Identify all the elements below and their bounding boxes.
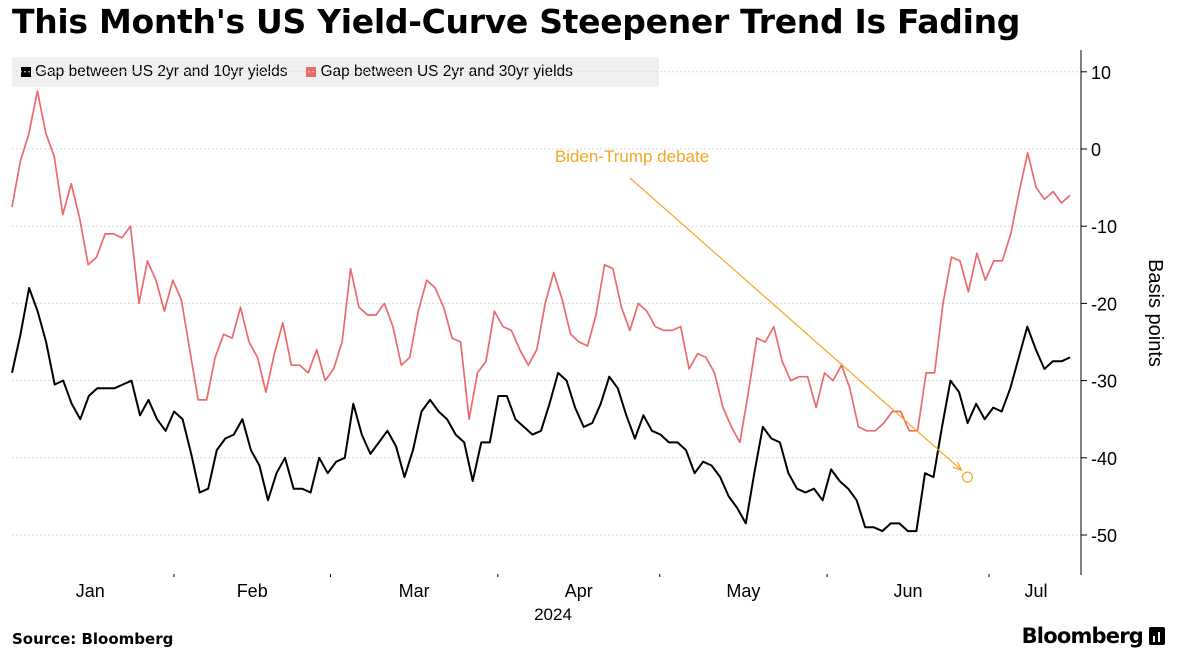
bloomberg-logo: Bloomberg xyxy=(1022,624,1165,648)
annotation-arrowhead xyxy=(952,461,963,472)
annotation-arrow-line xyxy=(629,177,962,471)
x-tick-label: Jul xyxy=(1024,581,1047,601)
x-tick-label: Feb xyxy=(237,581,268,601)
x-tick-label: Apr xyxy=(565,581,593,601)
legend-swatch-2yr-30yr xyxy=(306,67,317,77)
bloomberg-logo-text: Bloomberg xyxy=(1021,624,1144,648)
y-tick-label: -10 xyxy=(1091,217,1117,237)
legend-label-2yr-30yr: Gap between US 2yr and 30yr yields xyxy=(320,63,573,80)
grid-lines xyxy=(12,71,1081,536)
x-tick-label: Mar xyxy=(399,581,430,601)
x-tick-label: Jan xyxy=(76,581,105,601)
bloomberg-terminal-icon xyxy=(1149,627,1165,645)
y-axis-label: Basis points xyxy=(1144,259,1166,367)
axes: 10 0 -10 -20 -30 -40 -50 Jan Feb Mar Apr May Jun Jul xyxy=(76,50,1117,601)
series-line-2yr-30yr xyxy=(11,90,1071,444)
annotation-marker xyxy=(961,471,974,483)
y-tick-label: 10 xyxy=(1091,63,1111,83)
annotation: Biden-Trump debate xyxy=(555,147,974,483)
annotation-label: Biden-Trump debate xyxy=(555,147,709,166)
series-lines xyxy=(11,90,1071,533)
x-tick-label: Jun xyxy=(894,581,923,601)
x-axis-year-label: 2024 xyxy=(534,605,572,624)
chart-legend: Gap between US 2yr and 10yr yields Gap b… xyxy=(12,57,659,87)
legend-item-2yr-30yr: Gap between US 2yr and 30yr yields xyxy=(306,63,573,81)
source-note: Source: Bloomberg xyxy=(12,630,174,648)
y-tick-label: -40 xyxy=(1091,449,1117,469)
y-tick-label: -30 xyxy=(1091,372,1117,392)
y-tick-label: -20 xyxy=(1091,294,1117,314)
x-tick-label: May xyxy=(726,581,760,601)
series-line-2yr-10yr xyxy=(11,287,1071,533)
y-tick-label: -50 xyxy=(1091,526,1117,546)
chart-title: This Month's US Yield-Curve Steepener Tr… xyxy=(12,2,1021,41)
y-tick-label: 0 xyxy=(1091,140,1101,160)
